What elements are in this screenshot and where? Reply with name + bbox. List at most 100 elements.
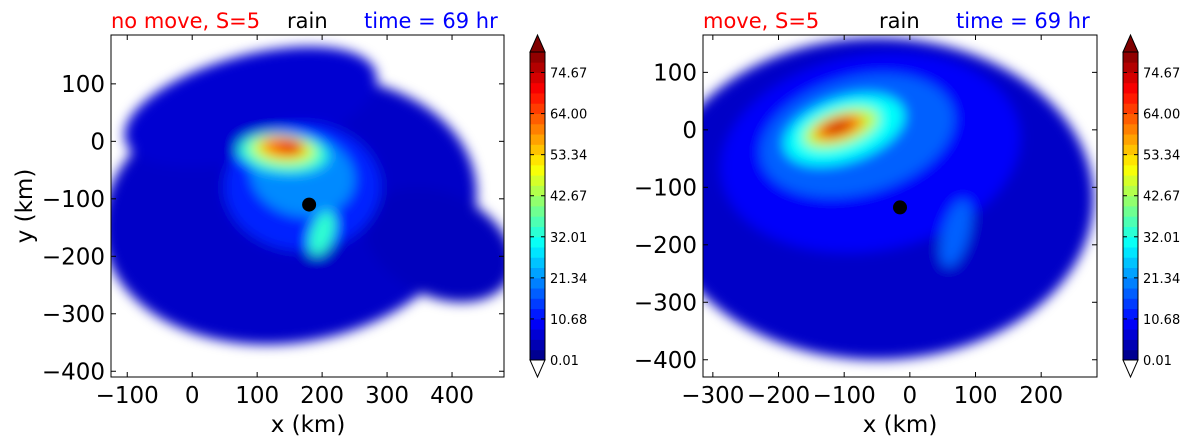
title-right: time = 69 hr: [364, 9, 498, 33]
y-tick-label: −300: [42, 302, 105, 328]
colorbar-band: [1123, 52, 1138, 63]
colorbar-band: [1123, 267, 1138, 279]
y-tick-label: 100: [61, 72, 105, 98]
rain-field: [111, 46, 504, 345]
colorbar-extend-top: [529, 33, 546, 53]
colorbar-band: [530, 318, 545, 330]
colorbar-band: [530, 62, 545, 73]
colorbar-band: [530, 93, 545, 104]
colorbar-ticks: 0.01 10.68 21.34 32.01 42.67 53.34 64.00 74.67: [1123, 67, 1180, 369]
colorbar-band: [530, 226, 545, 238]
plot-area: [703, 35, 1097, 377]
colorbar-band: [530, 288, 545, 299]
colorbar-band: [530, 52, 545, 63]
colorbar-band: [530, 82, 545, 94]
rain-contours: [703, 37, 1094, 360]
colorbar-band: [1123, 113, 1138, 125]
plot-frame: [110, 34, 505, 378]
colorbar-tick-label: 64.00: [1143, 108, 1180, 123]
colorbar-band: [530, 329, 545, 340]
colorbar-band: [530, 175, 545, 186]
colorbar-tick-label: 64.00: [550, 108, 587, 123]
rain-core: [822, 119, 853, 135]
x-tick-label: −300: [681, 383, 744, 409]
colorbar-band: [530, 308, 545, 320]
colorbar-ticks: 0.01 10.68 21.34 32.01 42.67 53.34 64.00 74.67: [530, 67, 587, 369]
x-axis-label: x (km): [863, 412, 938, 438]
colorbar-tick-label: 53.34: [550, 149, 587, 164]
x-tick-label: −100: [96, 383, 159, 409]
x-tick-label: 0: [903, 383, 918, 409]
colorbar-tick-label: 32.01: [550, 231, 587, 246]
colorbar-frame: [529, 51, 546, 361]
y-tick-label: −100: [634, 175, 697, 201]
colorbar-band: [1123, 329, 1138, 340]
rain-core: [276, 141, 303, 153]
colorbar-tick-label: 21.34: [550, 272, 587, 287]
x-tick-label: 200: [300, 383, 344, 409]
colorbar-band: [530, 349, 545, 361]
colorbar-band: [1123, 93, 1138, 104]
colorbar-band: [1123, 82, 1138, 94]
rain-band: [308, 211, 336, 256]
rain-field: [703, 37, 1094, 360]
colorbar-band: [1123, 349, 1138, 361]
y-tick-label: 0: [682, 118, 697, 144]
colorbar-bands: [530, 52, 545, 361]
colorbar-tick-label: 42.67: [1143, 190, 1180, 205]
colorbar-frame: [1122, 51, 1139, 361]
rain-outer-band: [365, 187, 504, 303]
axis-ticks: −100 0 100 200 300 400 100 0 −100 −200 −300 −400: [42, 35, 504, 409]
title-center: rain: [879, 9, 920, 33]
title-left: no move, S=5: [111, 9, 260, 33]
colorbar-band: [1123, 175, 1138, 186]
colorbar-band: [530, 185, 545, 197]
colorbar-tick-label: 53.34: [1143, 149, 1180, 164]
colorbar-band: [1123, 216, 1138, 227]
colorbar-band: [530, 195, 545, 207]
colorbar: 0.01 10.68 21.34 32.01 42.67 53.34 64.00 74.67: [529, 33, 587, 379]
colorbar-band: [530, 298, 545, 310]
rain-band: [940, 199, 972, 267]
x-tick-label: 100: [954, 383, 998, 409]
colorbar-band: [530, 123, 545, 135]
y-tick-label: −400: [42, 359, 105, 385]
plot-frame: [702, 34, 1098, 378]
colorbar-extend-bottom: [529, 359, 546, 379]
colorbar-tick-label: 42.67: [550, 190, 587, 205]
title-center: rain: [287, 9, 328, 33]
colorbar-band: [1123, 339, 1138, 351]
x-tick-label: 0: [185, 383, 200, 409]
colorbar-band: [1123, 206, 1138, 217]
colorbar-band: [1123, 62, 1138, 73]
colorbar-band: [1123, 154, 1138, 166]
colorbar-band: [1123, 72, 1138, 84]
x-axis-label: x (km): [271, 412, 346, 438]
colorbar-band: [530, 164, 545, 176]
colorbar-band: [1123, 134, 1138, 145]
colorbar-band: [1123, 247, 1138, 258]
colorbar-band: [1123, 257, 1138, 268]
colorbar-band: [530, 339, 545, 351]
colorbar-band: [1123, 164, 1138, 176]
colorbar-band: [1123, 308, 1138, 320]
colorbar-band: [530, 236, 545, 248]
title-left: move, S=5: [703, 9, 819, 33]
y-tick-label: 100: [653, 60, 697, 86]
colorbar-tick-label: 10.68: [550, 313, 587, 328]
colorbar-band: [1123, 318, 1138, 330]
colorbar-band: [1123, 103, 1138, 114]
x-tick-label: 200: [1019, 383, 1063, 409]
plot-area: [111, 35, 504, 377]
y-tick-label: −200: [42, 244, 105, 270]
colorbar-band: [1123, 277, 1138, 289]
panel-move: move, S=5 rain time = 69 hr −300 −200 −100…: [634, 9, 1180, 438]
x-tick-label: −200: [747, 383, 810, 409]
colorbar-bands: [1123, 52, 1138, 361]
y-tick-label: −300: [634, 290, 697, 316]
colorbar-band: [1123, 123, 1138, 135]
colorbar-band: [1123, 185, 1138, 197]
title-right: time = 69 hr: [956, 9, 1090, 33]
y-tick-label: 0: [90, 129, 105, 155]
